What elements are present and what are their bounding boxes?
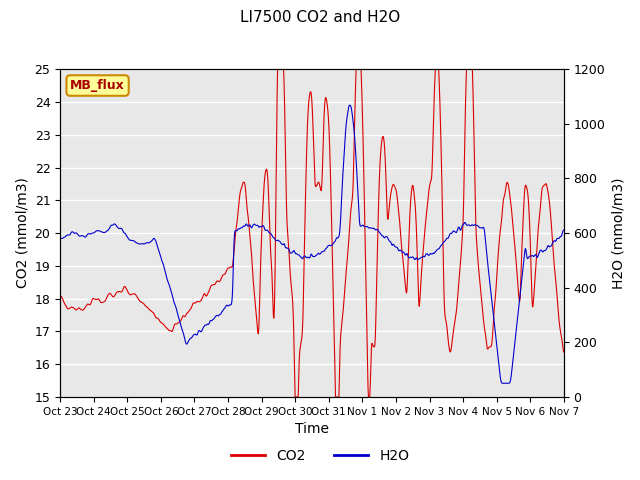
H2O (276, 239, 284, 245)
X-axis label: Time: Time (295, 422, 329, 436)
Text: LI7500 CO2 and H2O: LI7500 CO2 and H2O (240, 10, 400, 24)
H2O (56, 235, 64, 241)
CO2 (291, 394, 299, 400)
Y-axis label: H2O (mmol/m3): H2O (mmol/m3) (611, 177, 625, 289)
CO2 (320, 113, 328, 119)
CO2 (274, 66, 282, 72)
CO2 (403, 289, 410, 295)
Y-axis label: CO2 (mmol/m3): CO2 (mmol/m3) (15, 178, 29, 288)
H2O (402, 252, 410, 258)
H2O (320, 248, 328, 254)
H2O (281, 241, 289, 247)
Legend: CO2, H2O: CO2, H2O (225, 443, 415, 468)
CO2 (276, 66, 284, 72)
Line: H2O: H2O (60, 105, 564, 383)
CO2 (120, 284, 128, 289)
CO2 (560, 349, 568, 355)
Line: CO2: CO2 (60, 69, 564, 397)
CO2 (281, 104, 289, 110)
CO2 (380, 138, 388, 144)
Text: MB_flux: MB_flux (70, 79, 125, 92)
H2O (500, 380, 508, 386)
H2O (346, 102, 353, 108)
CO2 (56, 294, 64, 300)
H2O (560, 227, 568, 233)
H2O (120, 230, 128, 236)
H2O (380, 235, 388, 240)
